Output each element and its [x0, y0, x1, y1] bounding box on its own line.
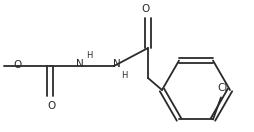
- Text: O: O: [48, 101, 56, 111]
- Text: H: H: [121, 72, 127, 81]
- Text: N: N: [113, 59, 121, 69]
- Text: O: O: [14, 60, 22, 70]
- Text: O: O: [142, 4, 150, 14]
- Text: H: H: [86, 51, 92, 60]
- Text: Cl: Cl: [218, 83, 228, 93]
- Text: N: N: [76, 59, 84, 69]
